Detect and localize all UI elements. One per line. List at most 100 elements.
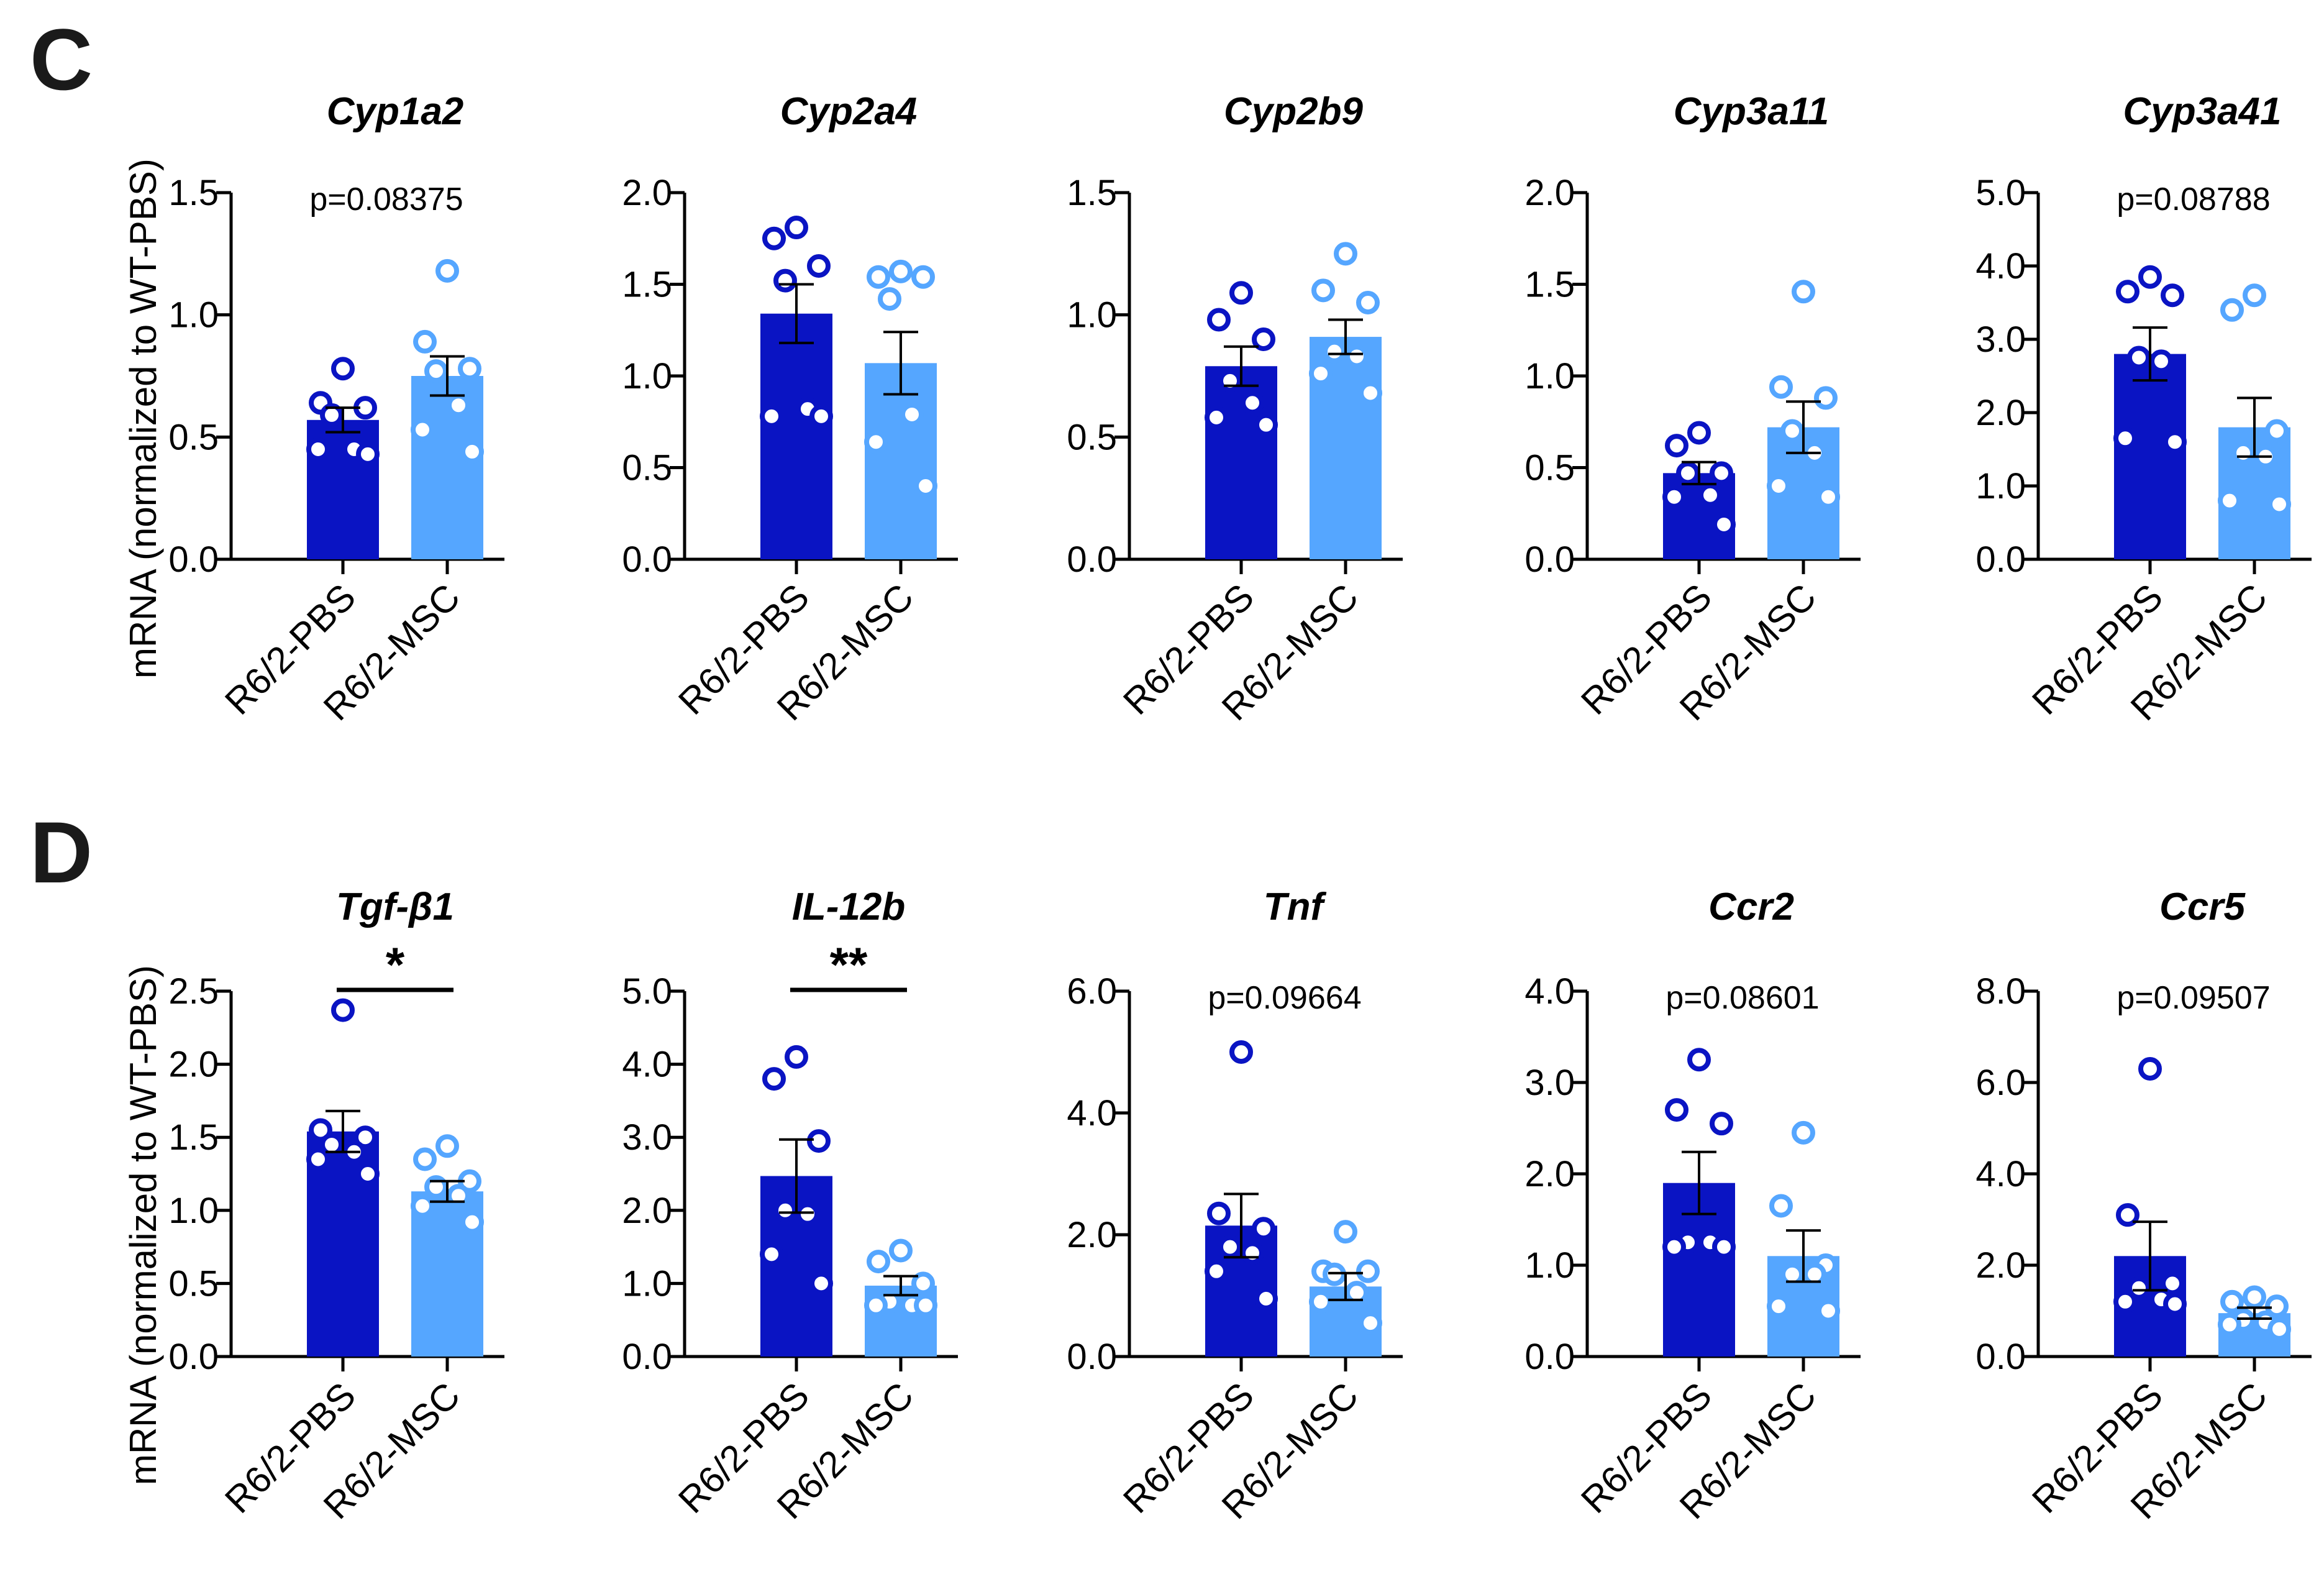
data-point — [1207, 1201, 1231, 1225]
data-point — [914, 474, 937, 498]
data-point — [1205, 1259, 1228, 1283]
y-tick-label: 1.0 — [168, 295, 219, 336]
data-point — [460, 439, 484, 464]
data-point — [2127, 1276, 2151, 1300]
data-point — [1780, 419, 1804, 443]
data-point — [1665, 1098, 1688, 1122]
data-point — [413, 329, 437, 354]
y-tick-label: 1.0 — [622, 356, 672, 396]
y-tick-label: 0.5 — [168, 417, 219, 457]
data-point — [1254, 1286, 1278, 1311]
data-point — [1767, 1294, 1790, 1319]
y-tick-label: 5.0 — [1975, 173, 2026, 213]
data-point — [1311, 278, 1335, 303]
data-point — [1207, 308, 1231, 332]
data-point — [2220, 298, 2244, 322]
data-point — [1254, 413, 1278, 437]
data-point — [1345, 1281, 1369, 1305]
data-point — [1241, 1241, 1264, 1265]
data-point — [447, 393, 470, 418]
data-point — [1687, 1048, 1711, 1072]
y-tick-label: 1.0 — [168, 1191, 219, 1231]
data-point — [762, 1067, 786, 1091]
data-point — [2267, 492, 2291, 516]
data-point — [1309, 1289, 1333, 1314]
p-value-label: p=0.09664 — [1208, 980, 1361, 1016]
y-tick-label: 2.0 — [1975, 393, 2026, 433]
y-tick-label: 4.0 — [622, 1045, 672, 1085]
data-point — [2265, 1294, 2289, 1319]
data-point — [2149, 349, 2173, 373]
data-point — [807, 1129, 831, 1153]
chart-title: Cyp2b9 — [1224, 90, 1363, 133]
y-tick-label: 4.0 — [1975, 246, 2026, 286]
data-point — [1323, 339, 1346, 364]
data-point — [867, 265, 890, 289]
data-point — [458, 357, 481, 381]
y-tick-label: 4.0 — [1524, 971, 1575, 1012]
y-tick-label: 3.0 — [1975, 319, 2026, 360]
data-point — [807, 254, 831, 278]
data-point — [1218, 1235, 1242, 1259]
data-point — [1229, 281, 1253, 305]
y-tick-label: 0.5 — [1524, 448, 1575, 488]
data-point — [2116, 280, 2139, 304]
y-tick-label: 0.5 — [1067, 417, 1117, 457]
chart-title: Tgf-β1 — [336, 886, 454, 928]
data-point — [2127, 346, 2151, 370]
data-point — [1792, 280, 1815, 304]
y-tick-label: 2.0 — [1975, 1245, 2026, 1286]
data-point — [1767, 474, 1790, 498]
data-point — [413, 1147, 437, 1171]
chart-il-12b: IL-12b0.01.02.03.04.05.0R6/2-PBSR6/2-MSC… — [622, 886, 958, 1527]
data-point — [2220, 1289, 2244, 1314]
data-point — [331, 357, 355, 381]
panel-letter-d: D — [30, 803, 93, 901]
data-point — [785, 1045, 808, 1069]
data-point — [1710, 461, 1733, 485]
data-point — [878, 287, 901, 311]
y-tick-label: 0.0 — [168, 1337, 219, 1377]
y-tick-label: 0.0 — [1975, 539, 2026, 580]
chart-title: Ccr5 — [2159, 886, 2246, 928]
data-point — [306, 1147, 330, 1171]
data-point — [1334, 242, 1357, 266]
y-tick-label: 1.0 — [1067, 295, 1117, 336]
data-point — [796, 1202, 819, 1226]
data-point — [1712, 1235, 1736, 1259]
y-tick-label: 2.0 — [622, 1191, 672, 1231]
data-point — [2267, 1317, 2291, 1341]
data-point — [1334, 1220, 1357, 1244]
data-point — [1816, 1299, 1840, 1323]
data-point — [2231, 441, 2255, 465]
data-point — [1359, 1311, 1382, 1335]
data-point — [2265, 419, 2289, 443]
data-point — [2138, 1056, 2162, 1081]
chart-cyp1a2: Cyp1a20.00.51.01.5R6/2-PBSR6/2-MSCp=0.08… — [168, 90, 504, 728]
data-point — [2161, 283, 2184, 308]
data-point — [1816, 485, 1840, 509]
y-tick-label: 0.5 — [168, 1263, 219, 1304]
y-tick-label: 1.5 — [168, 173, 219, 213]
data-point — [864, 430, 888, 454]
y-tick-label: 2.5 — [168, 971, 219, 1012]
data-point — [914, 1293, 937, 1317]
data-point — [411, 418, 434, 442]
y-tick-label: 0.0 — [1524, 539, 1575, 580]
bar-r6-2-pbs — [1205, 366, 1277, 559]
data-point — [1359, 381, 1382, 405]
y-tick-label: 0.0 — [622, 539, 672, 580]
data-point — [867, 1250, 890, 1274]
data-point — [331, 998, 355, 1022]
data-point — [411, 1194, 434, 1218]
chart-title: Cyp1a2 — [327, 90, 464, 133]
data-point — [353, 1125, 377, 1150]
data-point — [1792, 1120, 1815, 1145]
data-point — [1803, 1262, 1826, 1286]
bar-r6-2-pbs — [2114, 354, 2186, 559]
chart-title: Tnf — [1264, 886, 1327, 928]
chart-ccr5: Ccr50.02.04.06.08.0R6/2-PBSR6/2-MSCp=0.0… — [1975, 886, 2312, 1527]
data-point — [2163, 430, 2187, 454]
data-point — [1712, 512, 1736, 536]
